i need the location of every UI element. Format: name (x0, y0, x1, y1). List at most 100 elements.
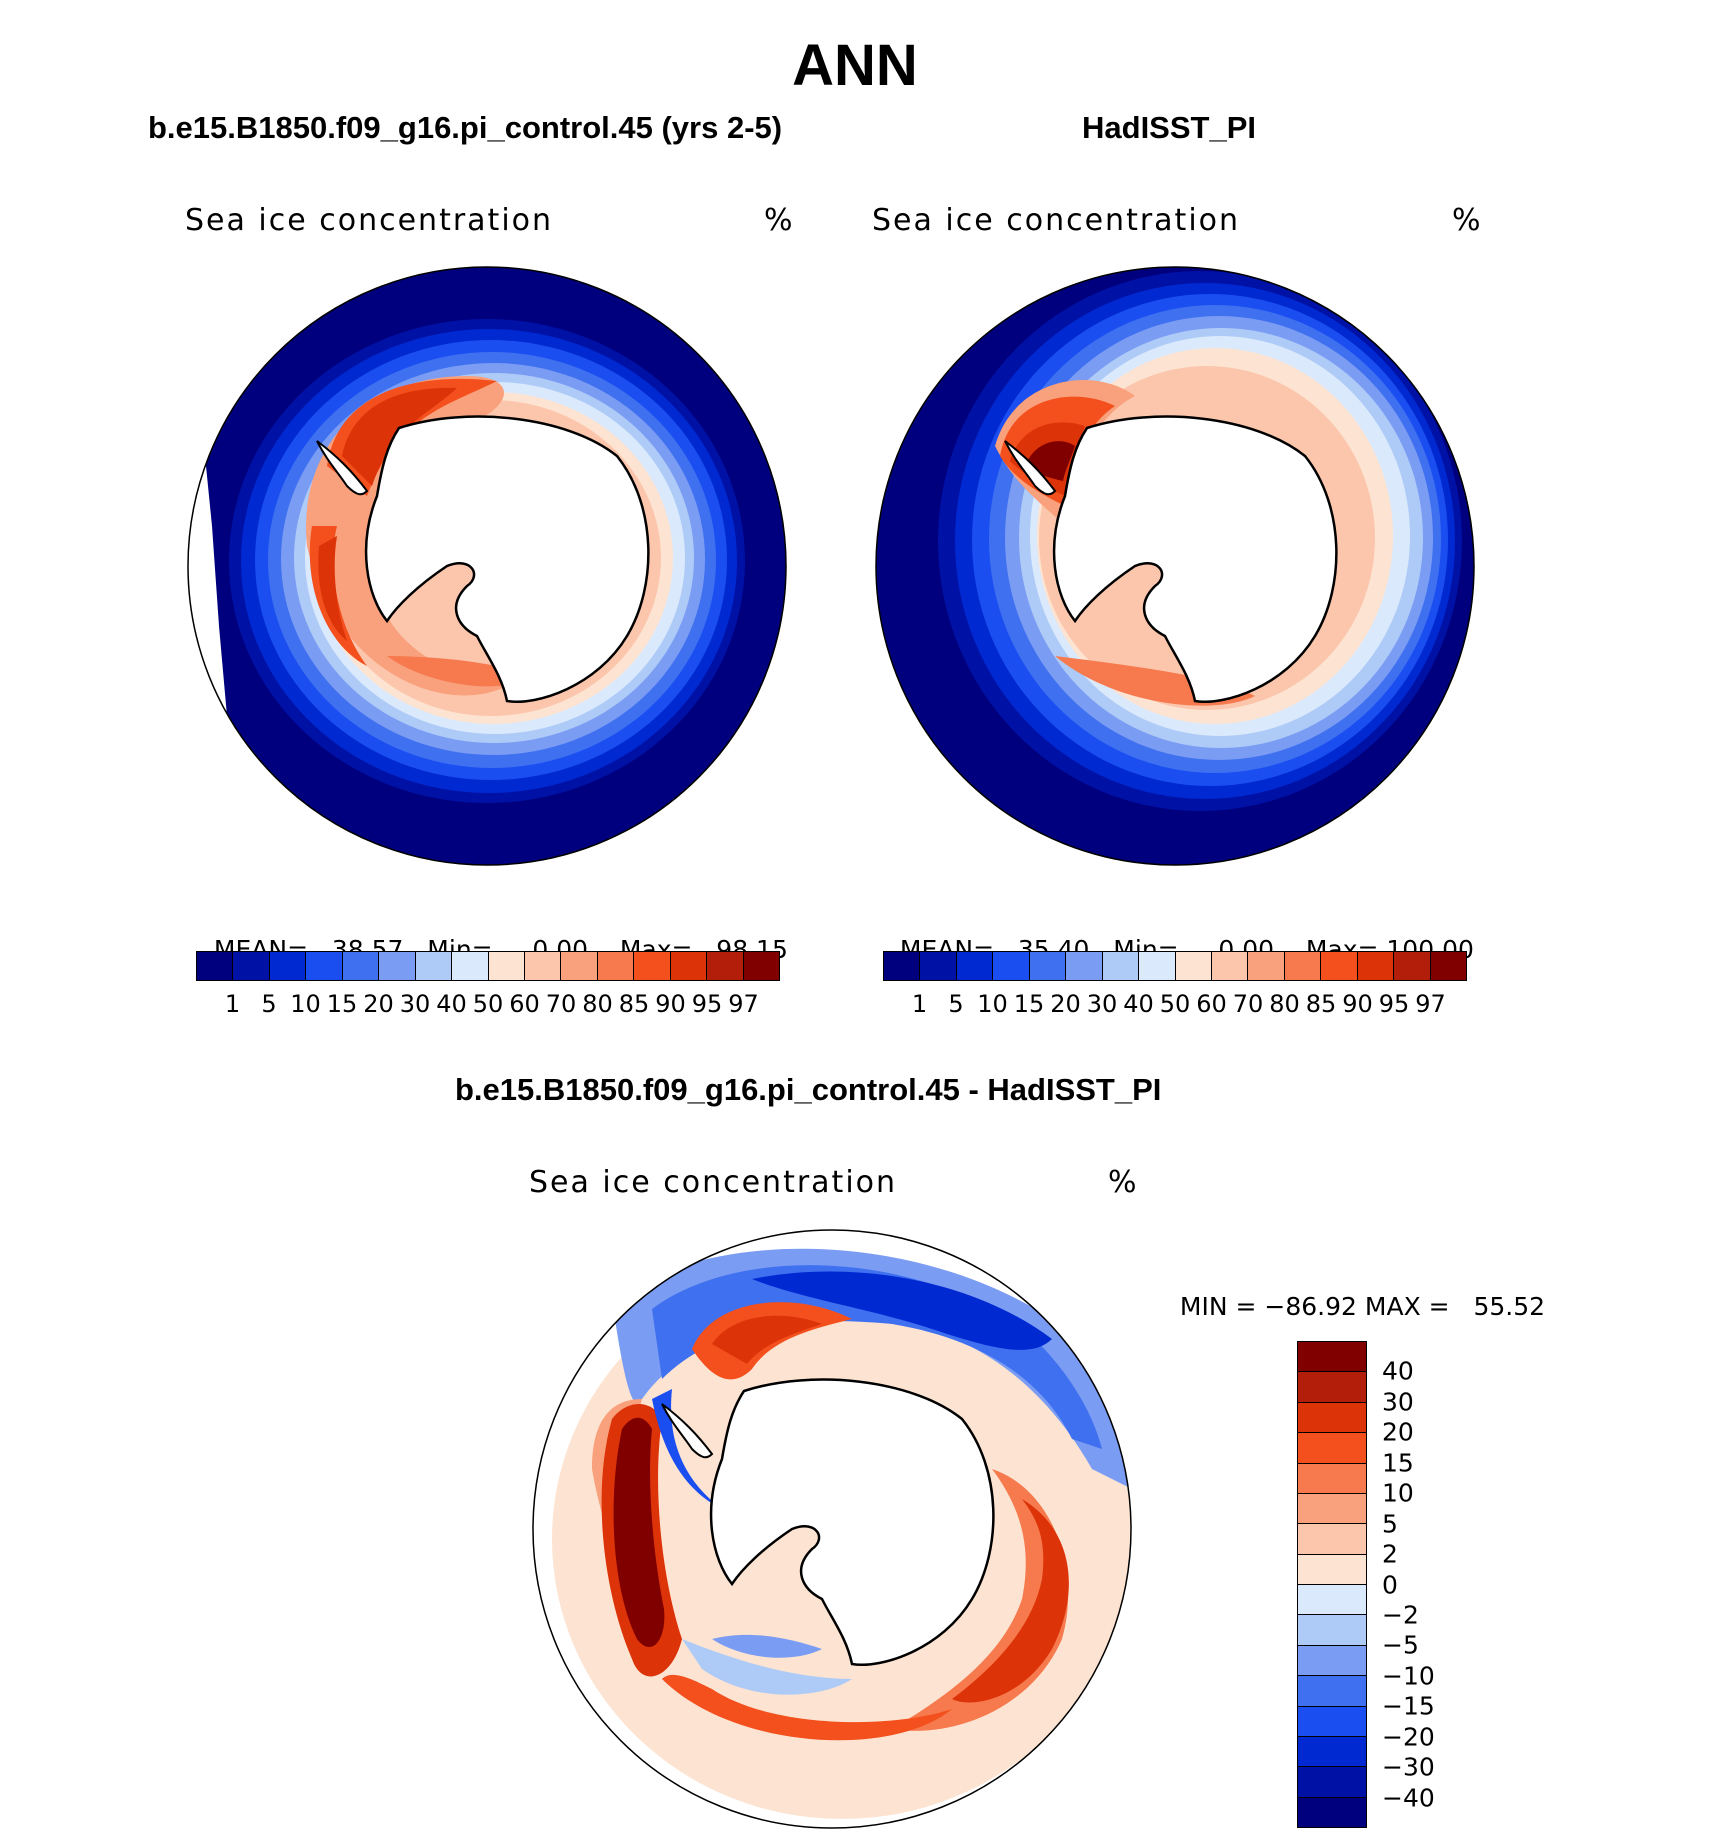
colorbar-tick-label: −20 (1382, 1722, 1435, 1752)
colorbar-tick-label: −5 (1382, 1630, 1419, 1660)
colorbar-swatch (884, 952, 921, 980)
page-title: ANN (792, 33, 918, 98)
diff-variable-label: Sea ice concentration (529, 1165, 898, 1200)
colorbar-swatch (1298, 1402, 1366, 1434)
colorbar-swatch (1298, 1767, 1366, 1798)
obs-colorbar-ticks: 1 5 10 15 20 30 40 50 60 70 80 85 90 95 97 (883, 990, 1467, 1020)
model-colorbar-ticks: 1 5 10 15 20 30 40 50 60 70 80 85 90 95 97 (196, 990, 780, 1020)
colorbar-tick-label: 5 (948, 990, 964, 1018)
colorbar-swatch (956, 952, 994, 980)
colorbar-swatch (1298, 1736, 1366, 1768)
colorbar-swatch (1284, 952, 1322, 980)
diff-stats: MIN = −86.92 MAX = 55.52 (1164, 1263, 1545, 1321)
colorbar-swatch (1298, 1342, 1366, 1373)
colorbar-tick-label: 15 (1013, 990, 1045, 1018)
colorbar-swatch (379, 952, 416, 980)
colorbar-tick-label: 95 (691, 990, 723, 1018)
colorbar-tick-label: 30 (1382, 1387, 1414, 1417)
colorbar-swatch (1175, 952, 1212, 980)
colorbar-tick-label: 1 (911, 990, 928, 1018)
colorbar-swatch (561, 952, 598, 980)
colorbar-tick-label: −15 (1382, 1691, 1435, 1721)
colorbar-tick-label: 5 (1382, 1509, 1398, 1539)
model-variable-label: Sea ice concentration (185, 203, 554, 238)
colorbar-swatch (1298, 1585, 1366, 1616)
obs-variable-label: Sea ice concentration (872, 203, 1241, 238)
colorbar-swatch (1211, 952, 1249, 980)
colorbar-swatch (1298, 1645, 1366, 1677)
colorbar-swatch (1029, 952, 1067, 980)
colorbar-swatch (1394, 952, 1431, 980)
diff-max-value: 55.52 (1473, 1292, 1546, 1321)
colorbar-swatch (1357, 952, 1395, 980)
colorbar-swatch (1298, 1676, 1366, 1707)
colorbar-swatch (452, 952, 489, 980)
obs-case-title: HadISST_PI (1082, 110, 1256, 145)
colorbar-swatch (1430, 952, 1466, 980)
colorbar-swatch (670, 952, 708, 980)
diff-min-value: −86.92 (1264, 1292, 1357, 1321)
colorbar-swatch (1298, 1493, 1366, 1525)
colorbar-tick-label: 30 (1086, 990, 1118, 1018)
diff-min-label: MIN = (1179, 1292, 1257, 1321)
colorbar-tick-label: 50 (472, 990, 504, 1018)
diff-case-title: b.e15.B1850.f09_g16.pi_control.45 - HadI… (455, 1072, 1162, 1107)
colorbar-swatch (233, 952, 270, 980)
colorbar-swatch (415, 952, 453, 980)
colorbar-swatch (197, 952, 234, 980)
colorbar-swatch (1139, 952, 1176, 980)
diff-colorbar-ticks: 40 30 20 15 10 5 2 0 −2 −5 −10 −15 −20 −30 −40 (1382, 1341, 1502, 1828)
colorbar-swatch (269, 952, 307, 980)
obs-polar-map (875, 266, 1475, 866)
colorbar-tick-label: 40 (436, 990, 467, 1018)
colorbar-tick-label: −2 (1382, 1600, 1419, 1630)
colorbar-swatch (1298, 1463, 1366, 1494)
colorbar-swatch (488, 952, 525, 980)
colorbar-swatch (1321, 952, 1358, 980)
colorbar-tick-label: 10 (1382, 1478, 1414, 1508)
colorbar-tick-label: 20 (363, 990, 394, 1018)
colorbar-tick-label: 97 (1415, 990, 1446, 1018)
colorbar-tick-label: 20 (1382, 1417, 1414, 1447)
colorbar-tick-label: 80 (1269, 990, 1300, 1018)
colorbar-tick-label: 2 (1382, 1539, 1398, 1569)
colorbar-tick-label: 20 (1050, 990, 1081, 1018)
colorbar-tick-label: 85 (1305, 990, 1337, 1018)
colorbar-swatch (597, 952, 635, 980)
colorbar-tick-label: 5 (261, 990, 277, 1018)
colorbar-tick-label: −30 (1382, 1752, 1435, 1782)
diff-units-label: % (1108, 1165, 1137, 1200)
colorbar-swatch (634, 952, 671, 980)
colorbar-tick-label: 97 (728, 990, 759, 1018)
model-colorbar (196, 951, 780, 981)
colorbar-swatch (1298, 1706, 1366, 1737)
colorbar-tick-label: 95 (1378, 990, 1410, 1018)
colorbar-tick-label: 10 (977, 990, 1008, 1018)
obs-units-label: % (1452, 203, 1481, 238)
colorbar-swatch (1298, 1797, 1366, 1827)
colorbar-tick-label: −10 (1382, 1661, 1435, 1691)
colorbar-swatch (993, 952, 1030, 980)
colorbar-tick-label: 40 (1123, 990, 1154, 1018)
colorbar-swatch (306, 952, 343, 980)
colorbar-tick-label: 0 (1382, 1570, 1398, 1599)
colorbar-swatch (342, 952, 380, 980)
colorbar-tick-label: 1 (224, 990, 241, 1018)
colorbar-tick-label: 30 (399, 990, 431, 1018)
colorbar-swatch (743, 952, 779, 980)
colorbar-tick-label: 90 (1342, 990, 1373, 1018)
model-case-title: b.e15.B1850.f09_g16.pi_control.45 (yrs 2… (148, 110, 783, 145)
diff-polar-map (532, 1229, 1132, 1829)
colorbar-swatch (524, 952, 562, 980)
colorbar-tick-label: 40 (1382, 1356, 1414, 1386)
colorbar-swatch (1248, 952, 1285, 980)
diff-max-label: MAX = (1364, 1292, 1450, 1321)
colorbar-swatch (1298, 1372, 1366, 1403)
model-polar-map (187, 266, 787, 866)
colorbar-swatch (1298, 1554, 1366, 1585)
colorbar-tick-label: 70 (545, 990, 577, 1018)
colorbar-tick-label: 90 (655, 990, 686, 1018)
colorbar-swatch (1298, 1524, 1366, 1555)
colorbar-tick-label: 80 (582, 990, 613, 1018)
obs-colorbar (883, 951, 1467, 981)
